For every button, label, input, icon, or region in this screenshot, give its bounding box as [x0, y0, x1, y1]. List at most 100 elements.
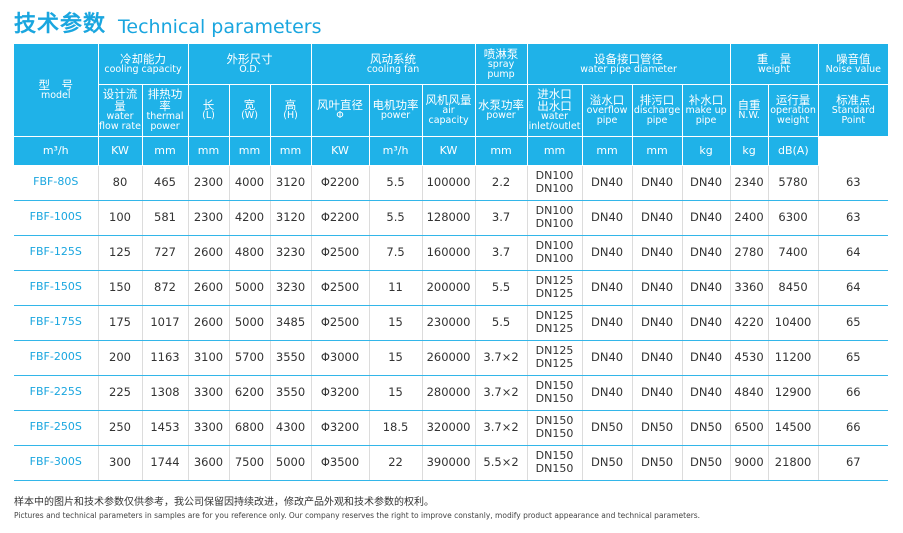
- table-cell: 15: [369, 375, 423, 411]
- table-cell: 5.5: [475, 305, 528, 341]
- table-cell: 5.5×2: [475, 445, 528, 481]
- table-cell: DN100 DN100: [527, 235, 583, 271]
- table-cell: 67: [818, 445, 889, 481]
- table-cell: DN50: [682, 445, 731, 481]
- table-cell: 1017: [142, 305, 189, 341]
- model-cell: FBF-200S: [14, 340, 99, 376]
- table-cell: 4530: [730, 340, 769, 376]
- table-cell: DN40: [682, 200, 731, 236]
- sub-pump-power: 水泵功率 power: [475, 84, 528, 137]
- table-cell: 3120: [270, 165, 312, 201]
- model-cell: FBF-100S: [14, 200, 99, 236]
- table-cell: 2600: [188, 235, 230, 271]
- title-english: Technical parameters: [118, 16, 322, 38]
- header-pipe: 设备接口管径 water pipe diameter: [527, 44, 731, 85]
- table-cell: 175: [98, 305, 143, 341]
- table-cell: 64: [818, 235, 889, 271]
- table-cell: Φ3000: [311, 340, 370, 376]
- table-cell: 5000: [270, 445, 312, 481]
- table-cell: DN125 DN125: [527, 270, 583, 306]
- table-cell: 4000: [229, 165, 271, 201]
- table-cell: 66: [818, 375, 889, 411]
- model-cell: FBF-125S: [14, 235, 99, 271]
- table-cell: 250: [98, 410, 143, 446]
- table-cell: 6300: [768, 200, 819, 236]
- table-cell: 3485: [270, 305, 312, 341]
- sub-motor-power: 电机功率 power: [369, 84, 423, 137]
- table-cell: 1453: [142, 410, 189, 446]
- table-cell: 160000: [422, 235, 476, 271]
- units-row: m³/h KW mm mm mm mm KW m³/h KW mm mm mm …: [14, 136, 888, 166]
- table-cell: DN50: [582, 410, 633, 446]
- sub-flow: 设计流量 water flow rate: [98, 84, 143, 137]
- sub-length: 长 (L): [188, 84, 230, 137]
- unit-cell: dB(A): [768, 136, 819, 166]
- model-cell: FBF-250S: [14, 410, 99, 446]
- table-cell: DN100 DN100: [527, 165, 583, 201]
- table-cell: DN40: [682, 270, 731, 306]
- table-cell: Φ3200: [311, 410, 370, 446]
- unit-cell: kg: [682, 136, 731, 166]
- header-cooling-capacity: 冷却能力 cooling capacity: [98, 44, 189, 85]
- table-cell: 280000: [422, 375, 476, 411]
- table-cell: 100000: [422, 165, 476, 201]
- table-cell: 3300: [188, 375, 230, 411]
- table-cell: 22: [369, 445, 423, 481]
- table-cell: 2400: [730, 200, 769, 236]
- table-cell: 7.5: [369, 235, 423, 271]
- table-row: FBF-250S 250 1453 3300 6800 4300 Φ3200 18.5 3200…: [14, 410, 889, 446]
- table-cell: 5.5: [369, 165, 423, 201]
- table-cell: 12900: [768, 375, 819, 411]
- table-cell: DN40: [682, 375, 731, 411]
- page-title: 技术参数 Technical parameters: [14, 6, 322, 38]
- table-cell: 4200: [229, 200, 271, 236]
- table-cell: 2780: [730, 235, 769, 271]
- table-cell: 200: [98, 340, 143, 376]
- model-cell: FBF-225S: [14, 375, 99, 411]
- sub-operation-weight: 运行量 operation weight: [768, 84, 819, 137]
- model-cell: FBF-80S: [14, 165, 99, 201]
- header-weight: 重 量 weight: [730, 44, 819, 85]
- table-row: FBF-80S 80 465 2300 4000 3120 Φ2200 5.5 100000 2.…: [14, 165, 889, 201]
- table-cell: 3.7: [475, 200, 528, 236]
- table-cell: 3550: [270, 340, 312, 376]
- table-cell: 3550: [270, 375, 312, 411]
- table-cell: 128000: [422, 200, 476, 236]
- table-cell: 2300: [188, 200, 230, 236]
- model-cell: FBF-175S: [14, 305, 99, 341]
- table-cell: DN125 DN125: [527, 305, 583, 341]
- table-cell: 3.7×2: [475, 375, 528, 411]
- table-cell: 11200: [768, 340, 819, 376]
- table-cell: 390000: [422, 445, 476, 481]
- table-cell: DN40: [582, 235, 633, 271]
- technical-parameters-table: 型 号 model 冷却能力 cooling capacity 外形尺寸 O.D…: [14, 44, 889, 481]
- table-cell: Φ2200: [311, 165, 370, 201]
- unit-cell: mm: [188, 136, 230, 166]
- sub-net-weight: 自重 N.W.: [730, 84, 769, 137]
- table-cell: 64: [818, 270, 889, 306]
- unit-cell: mm: [229, 136, 271, 166]
- table-cell: 3230: [270, 235, 312, 271]
- table-cell: 4840: [730, 375, 769, 411]
- table-cell: Φ3200: [311, 375, 370, 411]
- table-cell: Φ2500: [311, 305, 370, 341]
- sub-standard-point: 标准点 Standard Point: [818, 84, 889, 137]
- header-noise: 噪音值 Noise value: [818, 44, 889, 85]
- table-cell: 6800: [229, 410, 271, 446]
- table-cell: 320000: [422, 410, 476, 446]
- table-cell: 3.7×2: [475, 340, 528, 376]
- table-cell: DN100 DN100: [527, 200, 583, 236]
- table-cell: Φ2200: [311, 200, 370, 236]
- model-cell: FBF-150S: [14, 270, 99, 306]
- unit-cell: mm: [142, 136, 189, 166]
- table-cell: 15: [369, 305, 423, 341]
- table-cell: 3230: [270, 270, 312, 306]
- table-cell: 6500: [730, 410, 769, 446]
- table-cell: 1308: [142, 375, 189, 411]
- table-cell: 2.2: [475, 165, 528, 201]
- sub-overflow: 溢水口 overflow pipe: [582, 84, 633, 137]
- table-cell: 4800: [229, 235, 271, 271]
- table-cell: 3360: [730, 270, 769, 306]
- table-cell: 5000: [229, 305, 271, 341]
- table-cell: 200000: [422, 270, 476, 306]
